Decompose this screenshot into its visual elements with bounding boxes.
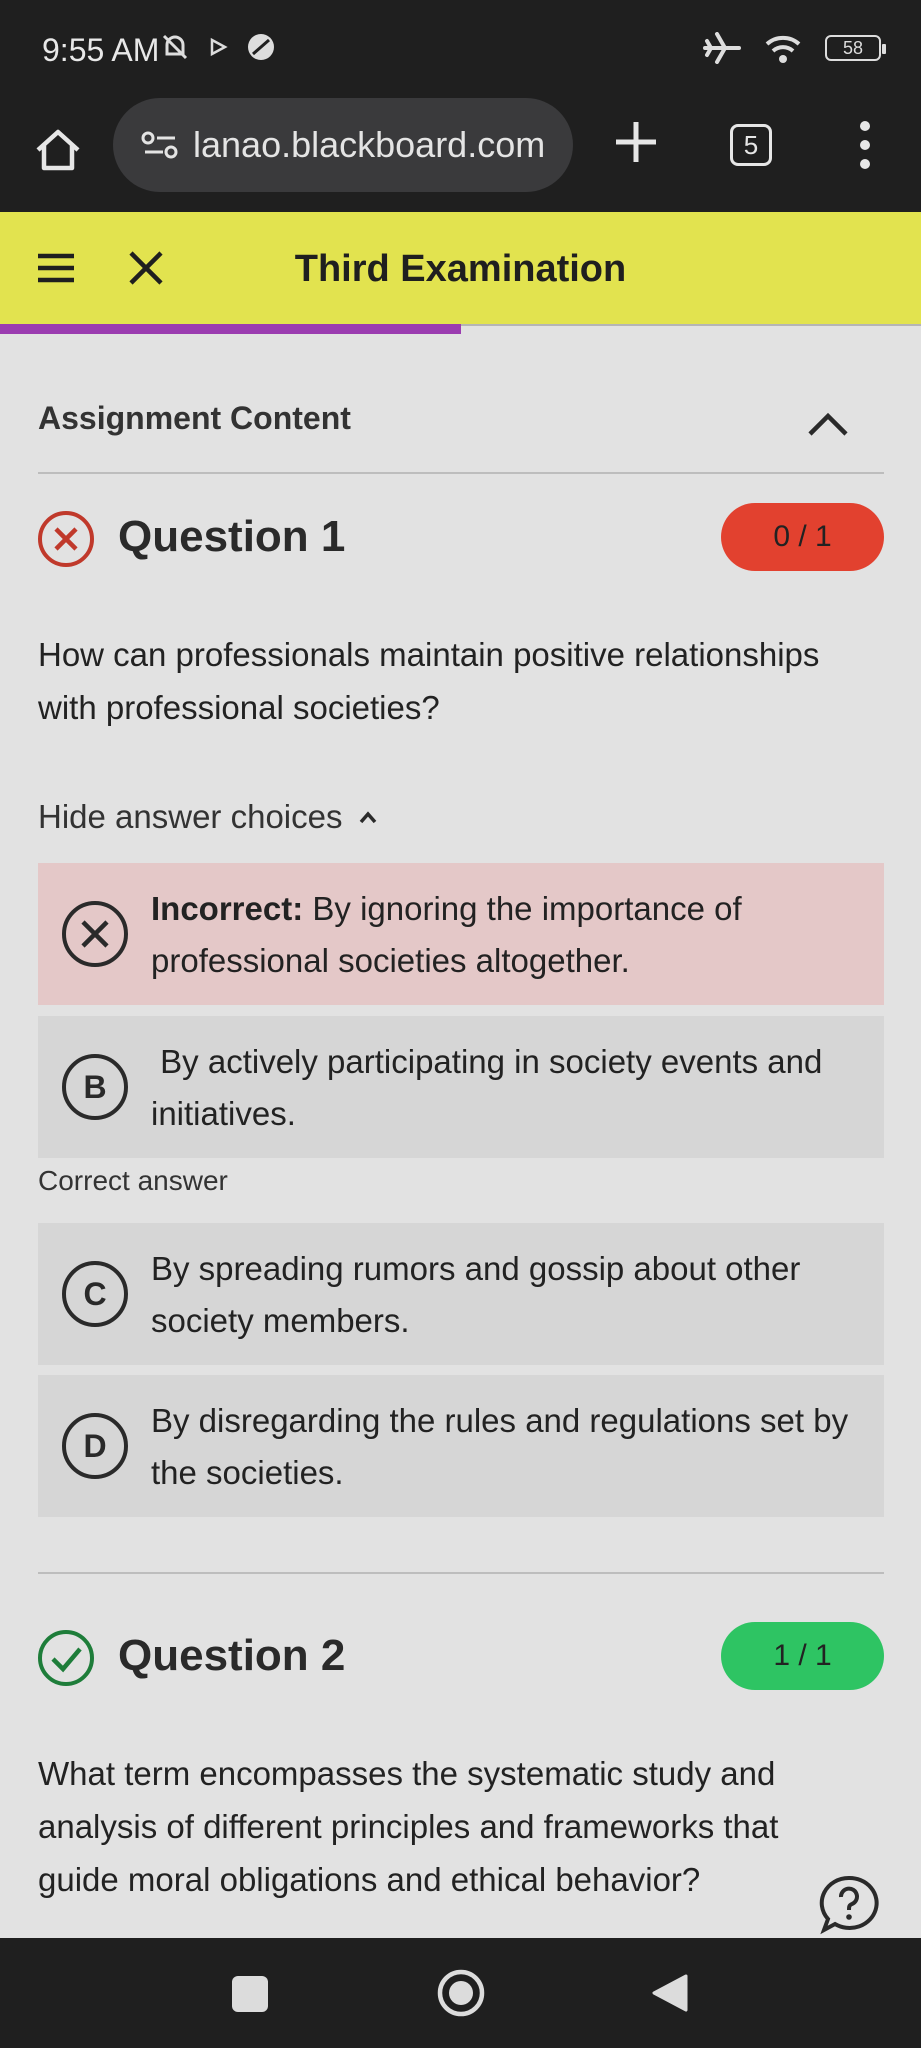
recents-button[interactable]: [232, 1976, 268, 2012]
incorrect-label: Incorrect:: [151, 890, 304, 927]
battery-indicator: 58: [825, 35, 886, 61]
progress-bar: [0, 324, 461, 334]
question-2-title: Question 2: [118, 1631, 346, 1680]
system-nav-bar: [0, 1938, 921, 2048]
tab-switcher-button[interactable]: 5: [730, 124, 772, 166]
more-menu-icon[interactable]: [850, 120, 880, 170]
incorrect-choice-icon: [62, 901, 128, 967]
question-2-text: What term encompasses the systematic stu…: [38, 1755, 779, 1898]
url-text[interactable]: lanao.blackboard.com: [193, 124, 546, 165]
choice-letter-b: B: [62, 1054, 128, 1120]
answer-choice-a-body: By ignoring the importance of profession…: [151, 890, 742, 979]
answer-choice-a-text: Incorrect: By ignoring the importance of…: [151, 883, 861, 987]
close-icon[interactable]: [126, 248, 166, 288]
choice-letter-d: D: [62, 1413, 128, 1479]
mute-icon: [162, 34, 188, 60]
home-icon[interactable]: [30, 122, 86, 178]
address-bar[interactable]: lanao.blackboard.com: [113, 98, 573, 192]
site-settings-icon[interactable]: [141, 130, 179, 160]
new-tab-icon[interactable]: [610, 116, 662, 168]
answer-choice-b: B By actively participating in society e…: [38, 1016, 884, 1158]
correct-icon: [38, 1630, 94, 1686]
status-right-icons: 58: [703, 32, 886, 64]
correct-answer-label: Correct answer: [38, 1165, 228, 1196]
hamburger-menu-icon[interactable]: [36, 248, 76, 288]
question-1-score-badge: 0 / 1: [721, 503, 884, 571]
answer-choice-c-text: By spreading rumors and gossip about oth…: [151, 1250, 801, 1339]
caret-up-icon: [360, 811, 377, 824]
status-bar: 9:55 AM 58: [0, 0, 921, 100]
divider: [38, 472, 884, 474]
answer-choice-d: D By disregarding the rules and regulati…: [38, 1375, 884, 1517]
status-time: 9:55 AM: [42, 32, 160, 68]
help-icon[interactable]: [818, 1874, 880, 1936]
incorrect-icon: [38, 511, 94, 567]
app-header: Third Examination: [0, 212, 921, 324]
section-title: Assignment Content: [38, 400, 351, 436]
status-left-icons: [160, 32, 276, 62]
chevron-up-icon[interactable]: [806, 408, 850, 438]
question-2-score-badge: 1 / 1: [721, 1622, 884, 1690]
answer-choice-a: Incorrect: By ignoring the importance of…: [38, 863, 884, 1005]
divider: [38, 1572, 884, 1574]
hide-answer-choices-toggle[interactable]: Hide answer choices: [38, 798, 378, 836]
play-icon: [210, 37, 228, 57]
wifi-icon: [765, 35, 801, 63]
back-button-icon[interactable]: [650, 1972, 690, 2014]
question-1-title: Question 1: [118, 512, 346, 561]
home-button-icon[interactable]: [436, 1968, 486, 2018]
choice-letter-c: C: [62, 1261, 128, 1327]
answer-choice-d-text: By disregarding the rules and regulation…: [151, 1402, 849, 1491]
answer-choice-b-text: By actively participating in society eve…: [151, 1043, 832, 1132]
answer-choice-c: C By spreading rumors and gossip about o…: [38, 1223, 884, 1365]
airplane-icon: [703, 32, 741, 64]
hide-answer-choices-label: Hide answer choices: [38, 798, 343, 835]
page-title: Third Examination: [294, 248, 627, 290]
question-1-text: How can professionals maintain positive …: [38, 636, 820, 726]
app-circle-icon: [248, 34, 274, 60]
